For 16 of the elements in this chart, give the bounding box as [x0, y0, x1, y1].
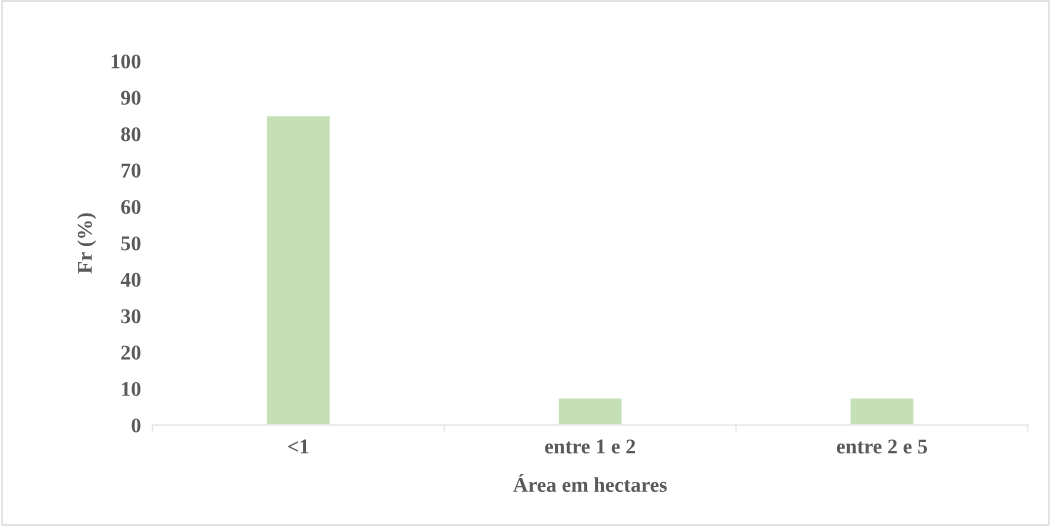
y-tick-label: 20	[121, 345, 141, 360]
x-tick-label: <1	[288, 439, 309, 454]
y-tick-label: 0	[131, 418, 141, 433]
y-tick-label: 80	[121, 127, 141, 142]
y-tick-label: 40	[120, 272, 141, 287]
y-tick-label: 100	[111, 54, 141, 69]
y-tick-label: 70	[121, 163, 141, 178]
x-tick-label: entre 1 e 2	[545, 439, 636, 454]
y-tick-label: 60	[121, 199, 141, 215]
x-axis-title: Área em hectares	[513, 473, 667, 492]
y-tick-label: 90	[121, 90, 141, 105]
x-tick-label: entre 2 e 5	[836, 439, 927, 454]
y-tick-label: 50	[121, 236, 141, 251]
y-tick-label: 10	[122, 381, 141, 397]
y-tick-label: 30	[121, 309, 141, 324]
y-axis-title: Fr (%)	[77, 213, 97, 274]
